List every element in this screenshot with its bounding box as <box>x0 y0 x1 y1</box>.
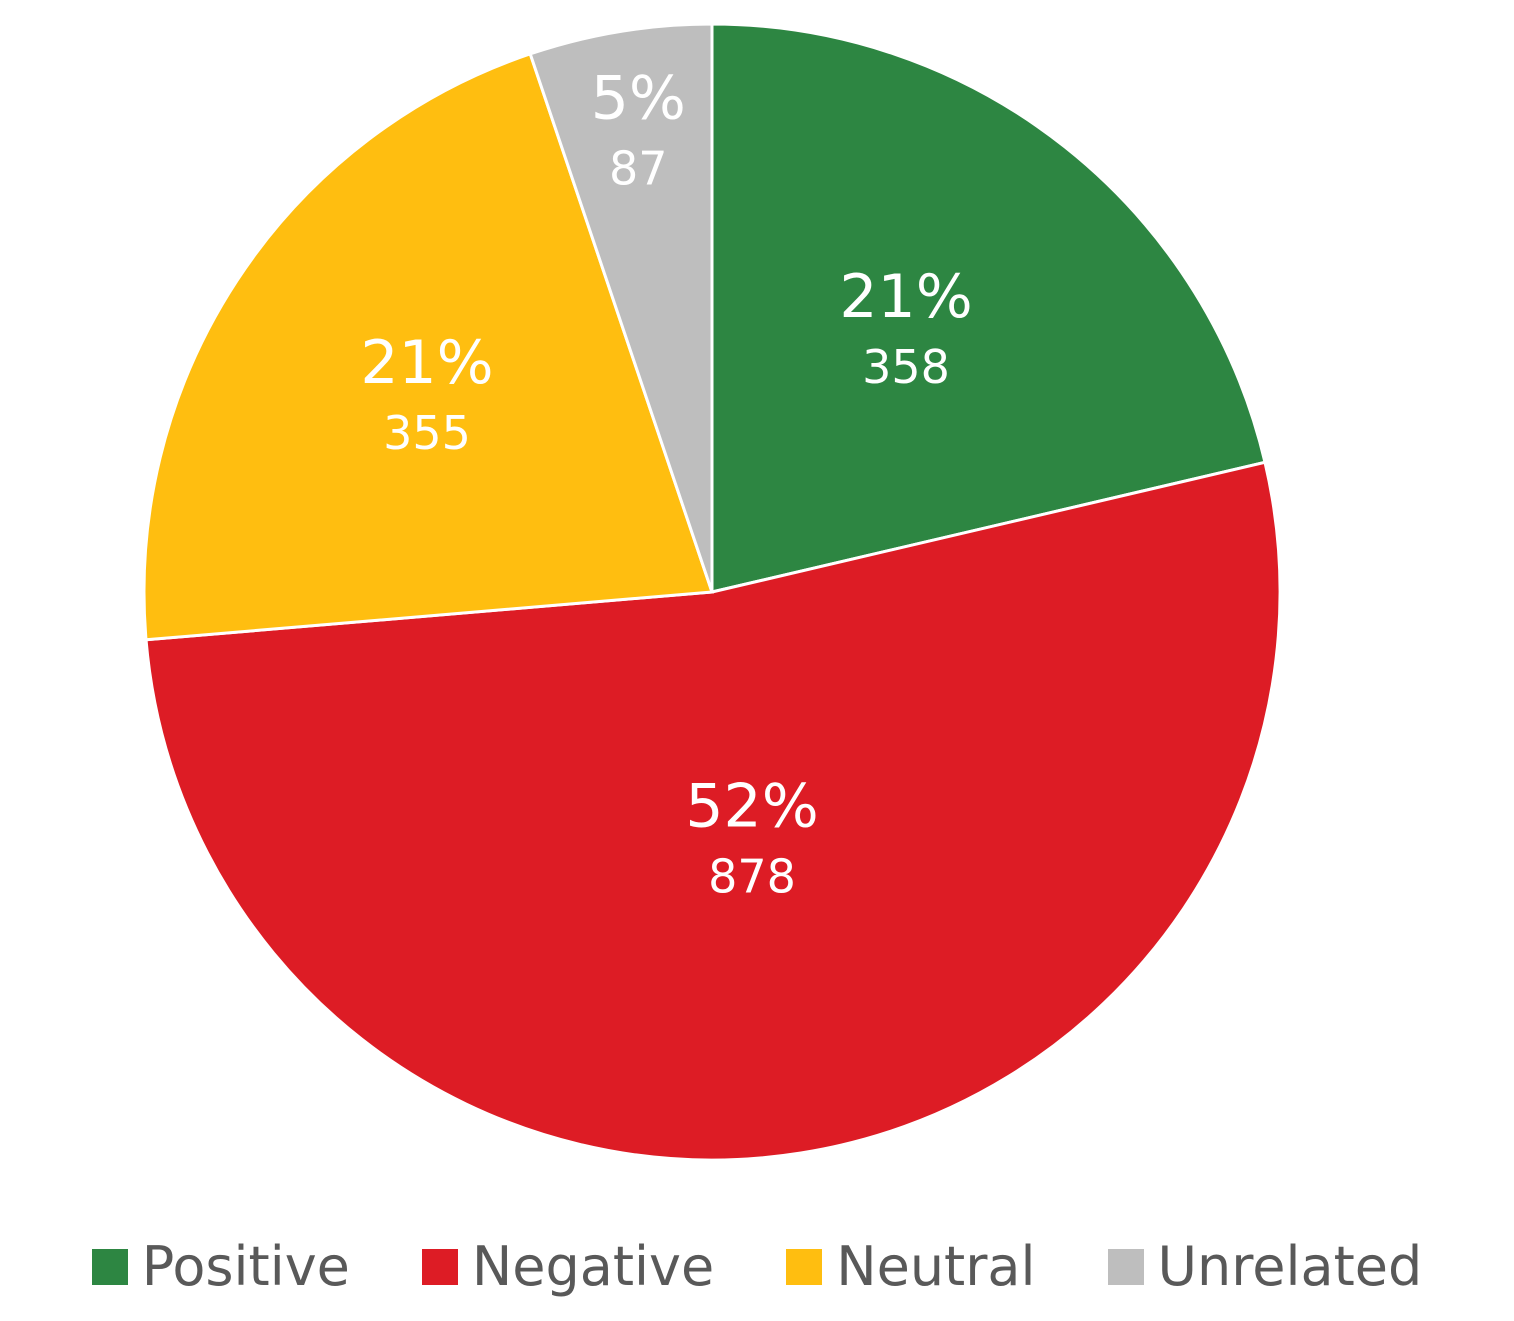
pie-slices <box>142 22 1282 1162</box>
count-label-positive: 358 <box>862 340 950 394</box>
legend-label: Positive <box>141 1235 350 1298</box>
slice-unrelated <box>528 22 714 593</box>
legend-swatch <box>786 1249 823 1285</box>
legend-swatch <box>421 1249 458 1285</box>
legend-label: Neutral <box>836 1235 1036 1298</box>
legend-swatch <box>91 1249 128 1285</box>
legend-item-neutral: Neutral <box>786 1235 1036 1298</box>
count-label-unrelated: 87 <box>609 142 668 196</box>
legend-item-unrelated: Unrelated <box>1107 1235 1423 1298</box>
pie-labels: 21% 358 52% 878 21% 355 5% 87 <box>360 64 972 904</box>
count-label-negative: 878 <box>708 849 796 903</box>
legend: Positive Negative Neutral Unrelated <box>0 1232 1514 1302</box>
legend-item-negative: Negative <box>421 1235 715 1298</box>
slice-neutral <box>142 51 715 642</box>
legend-item-positive: Positive <box>91 1235 350 1298</box>
legend-label: Unrelated <box>1157 1235 1423 1298</box>
slice-negative <box>144 460 1282 1162</box>
count-label-neutral: 355 <box>383 406 471 460</box>
slice-positive <box>710 22 1267 594</box>
percent-label-unrelated: 5% <box>591 64 686 134</box>
percent-label-neutral: 21% <box>360 328 493 398</box>
percent-label-negative: 52% <box>685 771 818 841</box>
legend-swatch <box>1107 1249 1144 1285</box>
percent-label-positive: 21% <box>839 262 972 332</box>
legend-label: Negative <box>471 1235 715 1298</box>
